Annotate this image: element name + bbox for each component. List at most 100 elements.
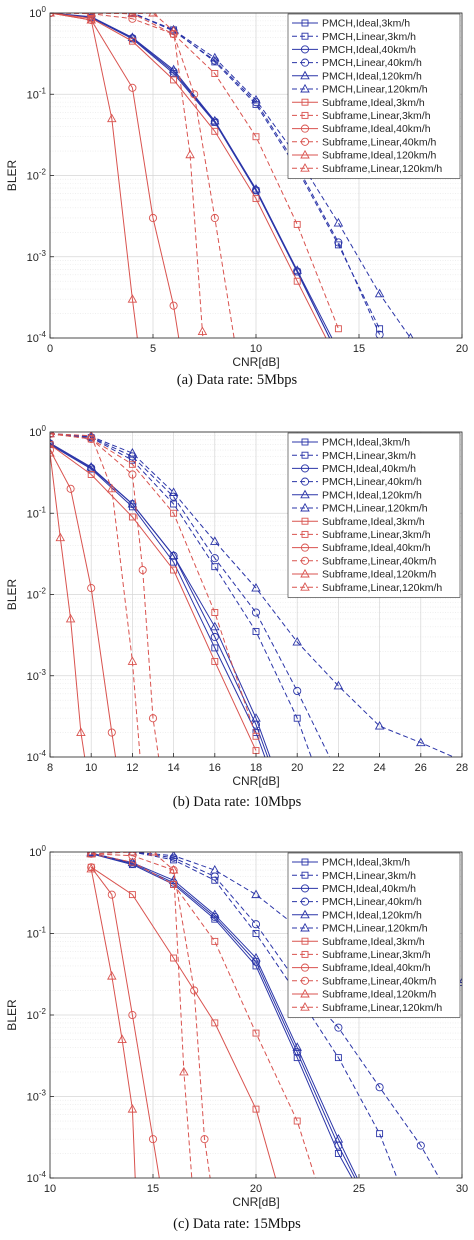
legend-item-pmch-ideal-3km-h: PMCH,Ideal,3km/h	[292, 437, 410, 449]
series-line-pmch-linear-3km-h	[50, 433, 312, 757]
series-line-subframe-ideal-3km-h	[50, 444, 257, 751]
legend-marker-pmch-linear-120km-h	[300, 83, 310, 93]
data-point-subframe-linear-120km-h	[168, 25, 179, 35]
legend-item-subframe-ideal-40km-h: Subframe,Ideal,40km/h	[292, 962, 431, 974]
data-point-subframe-linear-40km-h	[190, 90, 199, 99]
series-line-subframe-ideal-120km-h	[90, 868, 136, 1178]
data-point-pmch-linear-3km-h	[252, 930, 260, 937]
y-tick-label: 10-2	[27, 1007, 47, 1022]
data-point-subframe-linear-120km-h	[197, 326, 208, 336]
legend-label-pmch-linear-40km-h: PMCH,Linear,40km/h	[322, 57, 422, 69]
data-point-pmch-ideal-120km-h	[168, 550, 179, 560]
legend-marker-subframe-ideal-40km-h	[300, 543, 310, 552]
legend-label-pmch-ideal-40km-h: PMCH,Ideal,40km/h	[322, 44, 416, 56]
data-point-pmch-ideal-120km-h	[251, 183, 261, 193]
legend-marker-subframe-linear-40km-h	[300, 976, 310, 985]
series-line-subframe-ideal-120km-h	[50, 453, 86, 757]
series-line-subframe-ideal-3km-h	[50, 13, 327, 338]
x-tick-label: 26	[415, 762, 427, 774]
series-line-pmch-linear-3km-h	[91, 852, 398, 1178]
legend-label-subframe-ideal-40km-h: Subframe,Ideal,40km/h	[322, 542, 431, 554]
legend-marker-pmch-ideal-3km-h	[301, 19, 309, 27]
legend-label-pmch-ideal-40km-h: PMCH,Ideal,40km/h	[322, 883, 416, 895]
series-line-subframe-linear-40km-h	[50, 13, 235, 338]
data-point-pmch-linear-120km-h	[168, 487, 179, 496]
data-point-pmch-linear-40km-h	[293, 686, 302, 696]
data-point-pmch-linear-120km-h	[251, 582, 261, 592]
data-point-subframe-ideal-3km-h	[211, 657, 219, 665]
legend-marker-pmch-ideal-120km-h	[300, 70, 310, 80]
data-point-subframe-ideal-3km-h	[170, 954, 178, 962]
y-tick-label: 10-4	[27, 749, 47, 764]
legend-item-subframe-linear-40km-h: Subframe,Linear,40km/h	[292, 975, 437, 987]
legend-marker-subframe-ideal-120km-h	[300, 149, 310, 159]
legend-item-pmch-ideal-120km-h: PMCH,Ideal,120km/h	[292, 909, 422, 921]
y-axis-label: BLER	[5, 159, 19, 191]
data-point-subframe-linear-3km-h	[170, 880, 178, 888]
caption-3: (c) Data rate: 15Mbps	[173, 1216, 301, 1232]
data-point-subframe-linear-120km-h	[127, 852, 138, 856]
data-point-pmch-ideal-120km-h	[168, 875, 179, 884]
legend-marker-pmch-ideal-40km-h	[300, 884, 310, 893]
data-point-subframe-linear-3km-h	[211, 70, 219, 77]
data-point-subframe-ideal-120km-h	[107, 970, 117, 980]
data-point-pmch-ideal-3km-h	[293, 1054, 301, 1062]
legend-label-pmch-linear-40km-h: PMCH,Linear,40km/h	[322, 476, 422, 488]
legend-label-subframe-ideal-40km-h: Subframe,Ideal,40km/h	[322, 123, 431, 135]
data-point-subframe-ideal-120km-h	[117, 1034, 127, 1043]
legend-item-pmch-linear-120km-h: PMCH,Linear,120km/h	[292, 923, 428, 935]
series-line-subframe-ideal-3km-h	[90, 866, 277, 1178]
legend-marker-pmch-ideal-120km-h	[300, 909, 310, 919]
data-point-pmch-ideal-120km-h	[127, 498, 138, 508]
data-point-subframe-ideal-3km-h	[170, 566, 178, 574]
data-point-pmch-linear-120km-h	[168, 852, 179, 860]
legend-marker-subframe-ideal-3km-h	[301, 98, 309, 106]
data-point-subframe-linear-3km-h	[211, 609, 219, 616]
data-point-subframe-linear-3km-h	[211, 937, 219, 945]
data-point-pmch-linear-3km-h	[334, 1054, 342, 1062]
data-point-pmch-ideal-40km-h	[251, 186, 261, 195]
data-point-subframe-linear-3km-h	[293, 1117, 301, 1125]
x-axis-label: CNR[dB]	[232, 355, 279, 369]
y-tick-label: 10-1	[27, 926, 47, 941]
y-tick-label: 10-3	[27, 249, 47, 264]
legend-label-pmch-linear-3km-h: PMCH,Linear,3km/h	[322, 31, 416, 43]
legend-marker-subframe-linear-120km-h	[300, 1002, 310, 1011]
legend-item-pmch-linear-120km-h: PMCH,Linear,120km/h	[292, 503, 428, 515]
data-point-subframe-linear-40km-h	[128, 14, 137, 23]
x-tick-label: 10	[44, 1183, 56, 1195]
legend-marker-subframe-ideal-120km-h	[300, 568, 310, 578]
data-point-pmch-linear-120km-h	[86, 852, 96, 856]
legend-label-pmch-linear-120km-h: PMCH,Linear,120km/h	[322, 503, 428, 515]
y-tick-label: 10-3	[27, 668, 47, 683]
x-tick-label: 22	[332, 762, 344, 774]
data-point-pmch-ideal-120km-h	[210, 621, 220, 631]
legend-label-pmch-linear-3km-h: PMCH,Linear,3km/h	[322, 870, 416, 882]
series-line-pmch-linear-40km-h	[91, 852, 440, 1178]
data-point-pmch-linear-40km-h	[375, 330, 384, 338]
data-point-pmch-linear-3km-h	[293, 714, 301, 722]
legend-item-pmch-linear-40km-h: PMCH,Linear,40km/h	[292, 476, 422, 488]
legend-label-subframe-ideal-40km-h: Subframe,Ideal,40km/h	[322, 962, 431, 974]
data-point-subframe-linear-40km-h	[200, 1135, 209, 1144]
series-group	[86, 852, 462, 1178]
legend-item-pmch-ideal-120km-h: PMCH,Ideal,120km/h	[292, 70, 422, 82]
data-point-subframe-linear-120km-h	[148, 13, 158, 17]
legend-label-subframe-linear-40km-h: Subframe,Linear,40km/h	[322, 975, 437, 987]
series-line-pmch-ideal-40km-h	[91, 852, 356, 1178]
legend-item-pmch-ideal-120km-h: PMCH,Ideal,120km/h	[292, 489, 422, 501]
data-point-subframe-ideal-120km-h	[127, 294, 138, 303]
legend-item-subframe-linear-120km-h: Subframe,Linear,120km/h	[292, 163, 442, 175]
legend-marker-pmch-linear-120km-h	[300, 502, 310, 512]
data-point-pmch-linear-40km-h	[375, 1083, 384, 1092]
legend-marker-pmch-linear-3km-h	[301, 32, 309, 40]
legend-label-pmch-ideal-3km-h: PMCH,Ideal,3km/h	[322, 857, 410, 869]
y-tick-label: 10-1	[27, 86, 47, 101]
chart-panel-1: 0 5 10 15 20 10-4 10-3 10-2 10-1 100 CNR[dB] BLER PM…	[5, 5, 468, 369]
data-point-subframe-linear-120km-h	[86, 852, 96, 858]
legend-item-subframe-ideal-120km-h: Subframe,Ideal,120km/h	[292, 989, 437, 1001]
data-point-subframe-ideal-3km-h	[87, 471, 95, 478]
data-point-subframe-ideal-3km-h	[293, 277, 301, 285]
data-point-subframe-ideal-120km-h	[86, 863, 96, 873]
